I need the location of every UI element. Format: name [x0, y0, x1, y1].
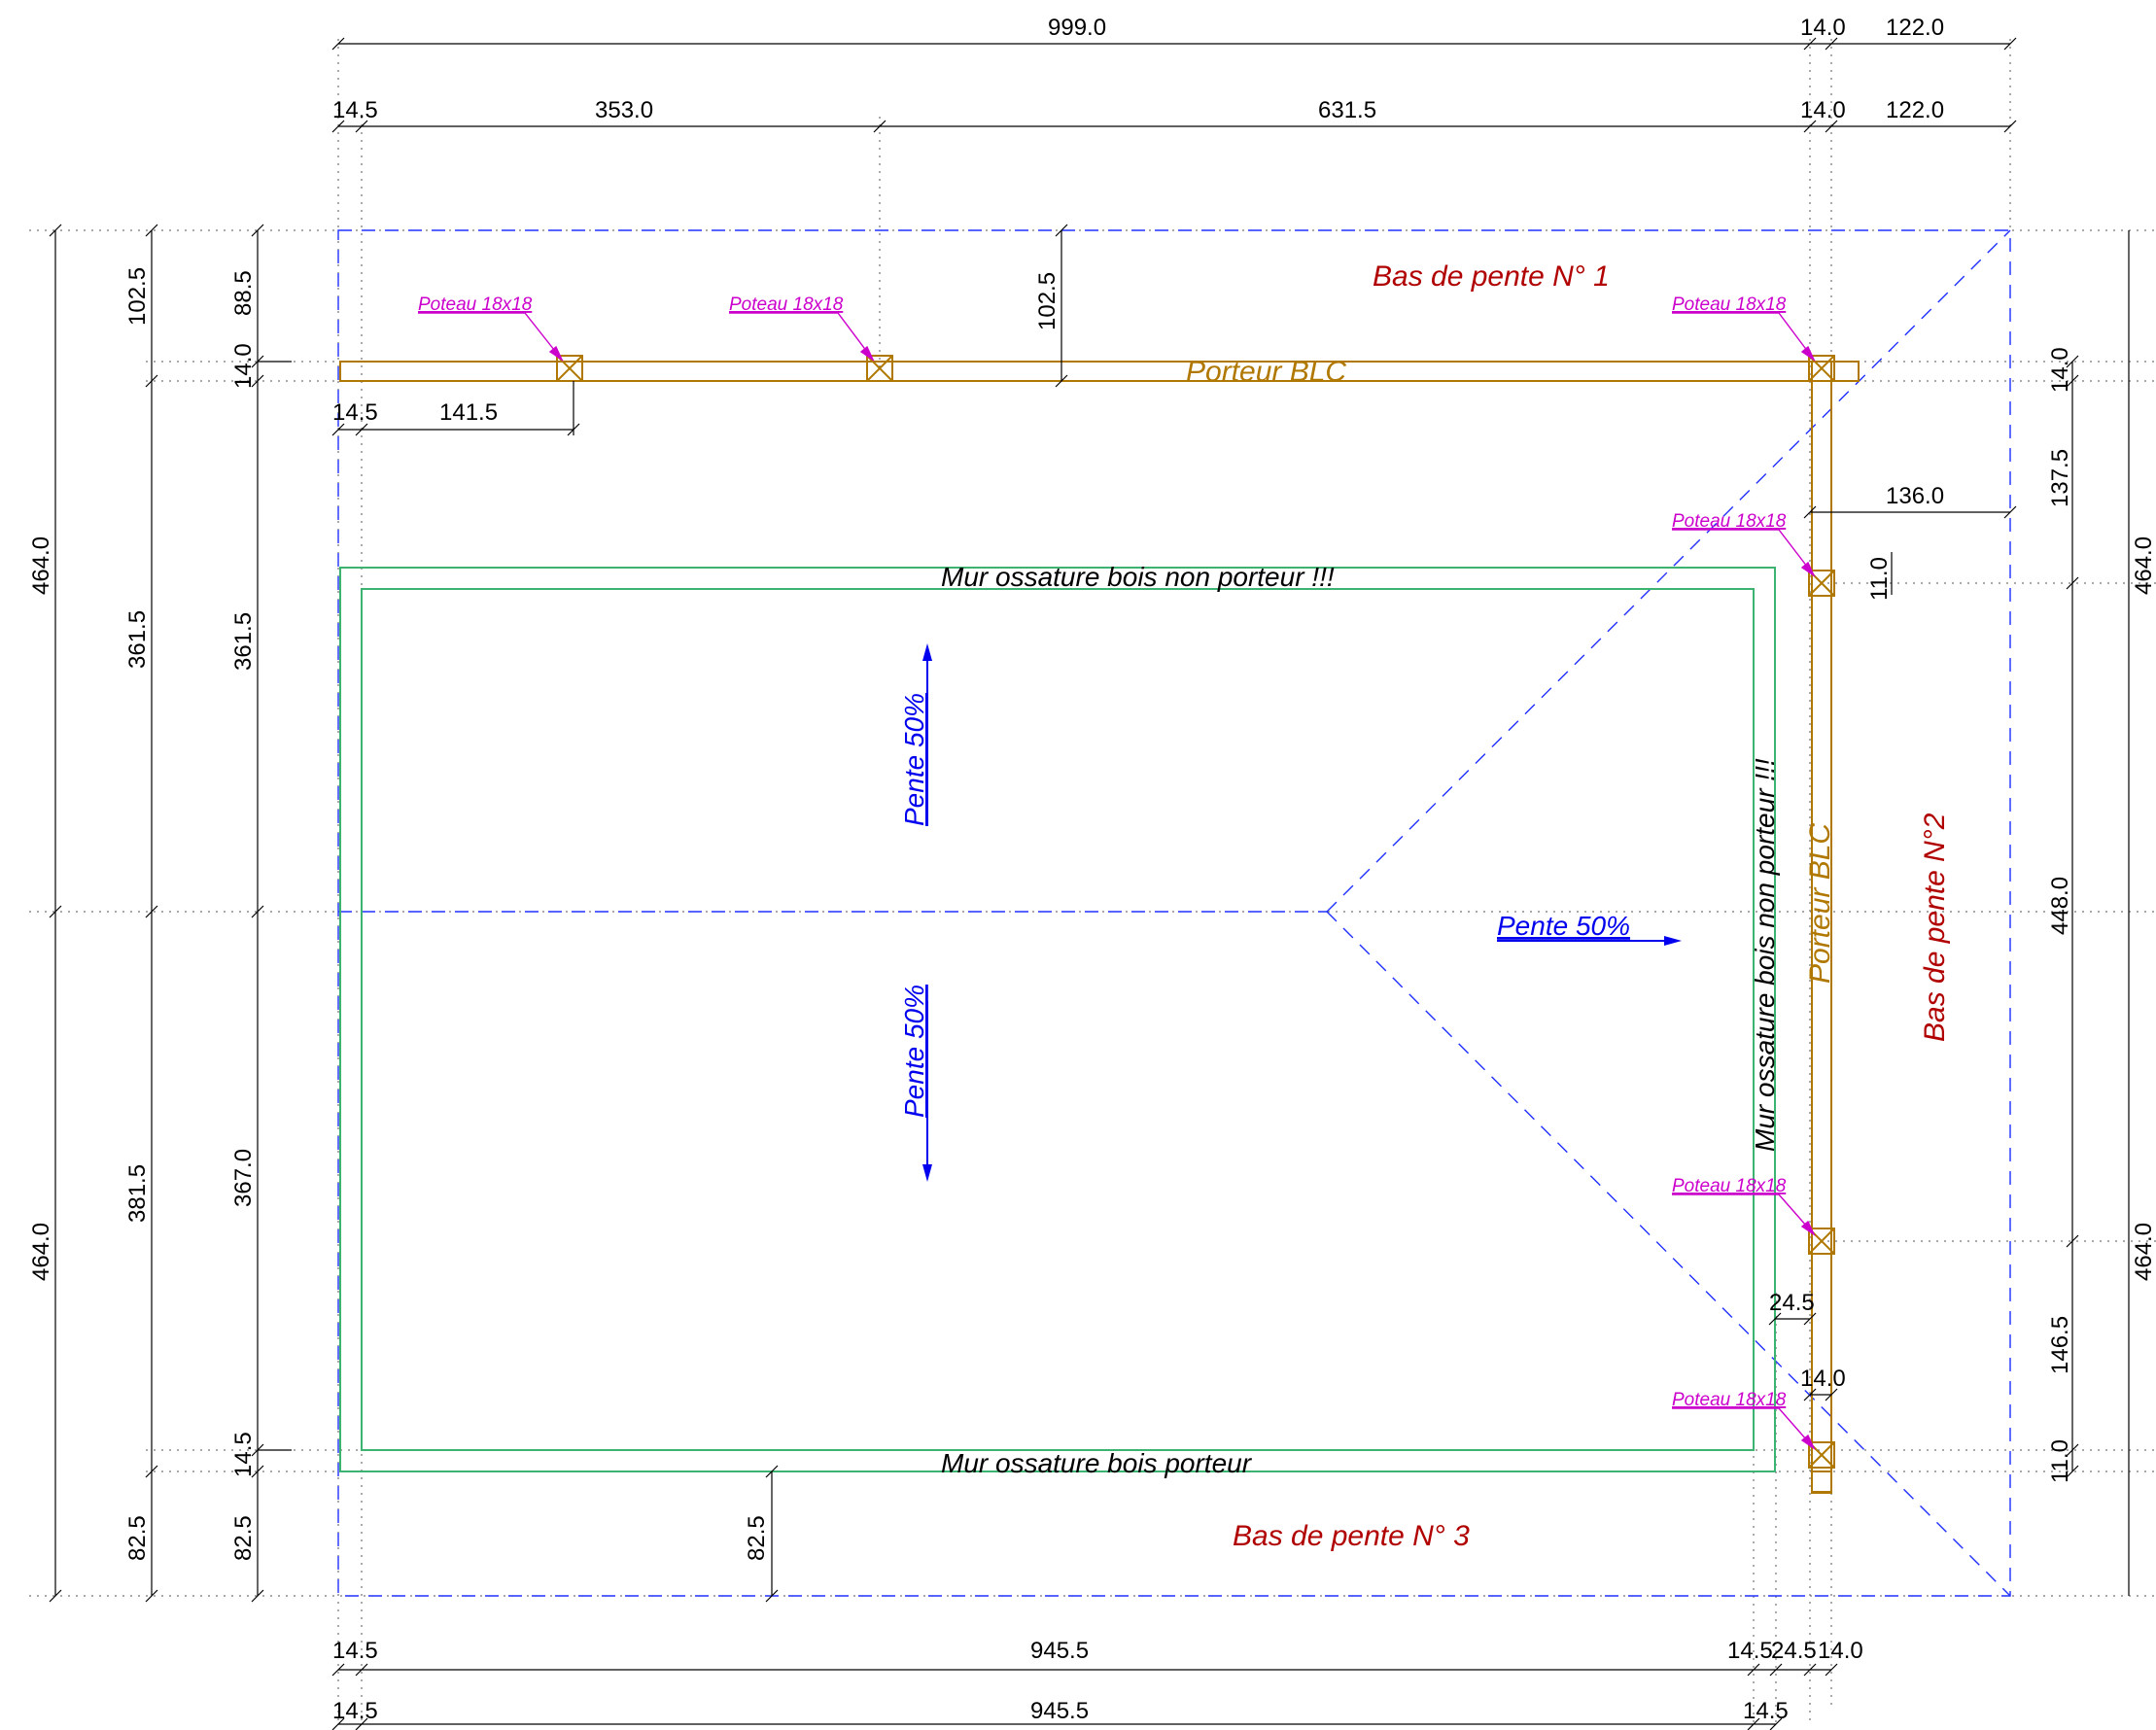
dim-label: 102.5: [124, 267, 151, 326]
dim-label: 88.5: [230, 270, 257, 316]
dim-label: 82.5: [230, 1515, 257, 1561]
dim-label: 448.0: [2047, 877, 2073, 935]
dim-label: 361.5: [230, 612, 257, 671]
dim-label: 367.0: [230, 1149, 257, 1207]
dim-label: 14.0: [1818, 1638, 1863, 1664]
dim-label: 82.5: [124, 1515, 151, 1561]
dim-label: 14.5: [1727, 1638, 1773, 1664]
dim-label: 361.5: [124, 610, 151, 669]
dim-label: 122.0: [1886, 15, 1944, 41]
dim-label: 24.5: [1769, 1290, 1815, 1316]
mur-non-porteur-label-right: Mur ossature bois non porteur !!!: [1750, 758, 1780, 1152]
slope-arrow-down: [922, 1001, 932, 1182]
dim-label: 14.5: [332, 399, 378, 426]
dim-label: 24.5: [1771, 1638, 1817, 1664]
arrow-down-icon: [922, 1164, 932, 1182]
dim-label: 14.5: [332, 97, 378, 123]
post-labels: Poteau 18x18 Poteau 18x18 Poteau 18x18 P…: [418, 294, 1816, 1450]
slope-label-south: Pente 50%: [899, 985, 929, 1118]
porteur-blc-beams: [339, 361, 1860, 1494]
dim-label: 999.0: [1048, 15, 1106, 41]
mur-non-porteur-label-top: Mur ossature bois non porteur !!!: [941, 562, 1335, 592]
slope-arrows: Pente 50% Pente 50% Pente 50%: [899, 643, 1682, 1182]
dim-label: 14.5: [332, 1638, 378, 1664]
arrow-up-icon: [922, 643, 932, 661]
post-2: [866, 355, 893, 382]
mur-porteur-label: Mur ossature bois porteur: [941, 1448, 1253, 1478]
dim-bottom-row2: 14.5 945.5 14.5: [331, 1698, 1789, 1730]
dim-label: 14.5: [332, 1698, 378, 1724]
dim-right-local: 136.0 11.0 24.5 14.0: [1768, 483, 2017, 1401]
porteur-blc-label-top: Porteur BLC: [1186, 356, 1346, 388]
post-label: Poteau 18x18: [1672, 511, 1787, 532]
bas-de-pente-1-label: Bas de pente N° 1: [1373, 260, 1610, 293]
roof-outline: [337, 229, 2011, 1597]
post-label: Poteau 18x18: [1672, 1176, 1787, 1196]
walls: [339, 567, 1776, 1472]
arrow-right-icon: [1664, 936, 1682, 946]
dim-label: 14.0: [230, 343, 257, 389]
dim-label: 14.5: [230, 1432, 257, 1477]
bas-de-pente-3-label: Bas de pente N° 3: [1233, 1520, 1470, 1552]
dim-label: 464.0: [28, 1223, 54, 1281]
dim-label: 137.5: [2047, 449, 2073, 507]
slope-arrow-right: [1497, 936, 1682, 946]
dim-inner-bottom: 82.5: [744, 1465, 779, 1603]
post-label: Poteau 18x18: [729, 294, 844, 315]
dim-label: 136.0: [1886, 483, 1944, 509]
drawing-labels: Bas de pente N° 1 Bas de pente N° 3 Bas …: [941, 260, 1951, 1552]
dim-label: 14.5: [1743, 1698, 1789, 1724]
dim-label: 102.5: [1034, 272, 1061, 330]
dim-bottom-row1: 14.5 945.5 14.5 24.5 14.0: [331, 1638, 1863, 1677]
dim-left-inner: 88.5 14.0 361.5 367.0 14.5 82.5: [230, 224, 292, 1603]
dim-top-row1: 999.0 14.0 122.0: [331, 15, 2017, 51]
slope-arrow-up: [922, 643, 932, 826]
dim-left-mid: 102.5 361.5 381.5 82.5: [124, 224, 158, 1603]
dim-label: 14.0: [1800, 97, 1846, 123]
dim-label: 464.0: [2131, 536, 2156, 595]
dim-left-outer: 464.0 464.0: [28, 224, 62, 1603]
dim-right-mid: 14.0 137.5 448.0 146.5 11.0: [2047, 347, 2079, 1483]
dim-label: 14.0: [2047, 347, 2073, 393]
slope-label-east: Pente 50%: [1497, 911, 1630, 941]
dim-label: 945.5: [1030, 1698, 1089, 1724]
dim-label: 631.5: [1318, 97, 1376, 123]
dim-label: 381.5: [124, 1164, 151, 1223]
dim-label: 945.5: [1030, 1638, 1089, 1664]
dim-top-row2: 14.5 353.0 631.5 14.0 122.0: [331, 97, 2017, 133]
dim-top-local: 14.5 141.5 102.5: [331, 224, 1068, 436]
dim-label: 141.5: [439, 399, 498, 426]
dim-label: 14.0: [1800, 15, 1846, 41]
bas-de-pente-2-label: Bas de pente N°2: [1919, 813, 1951, 1042]
dim-label: 464.0: [28, 536, 54, 595]
slope-label-north: Pente 50%: [899, 693, 929, 826]
post-label: Poteau 18x18: [1672, 1390, 1787, 1410]
post-label: Poteau 18x18: [418, 294, 533, 315]
dim-label: 464.0: [2131, 1223, 2156, 1281]
dim-label: 11.0: [1866, 557, 1893, 601]
dim-label: 82.5: [744, 1515, 770, 1561]
dim-label: 353.0: [595, 97, 653, 123]
dim-right-outer: 464.0 464.0: [2128, 230, 2156, 1596]
post-label: Poteau 18x18: [1672, 294, 1787, 315]
dim-label: 146.5: [2047, 1316, 2073, 1374]
dim-label: 11.0: [2047, 1439, 2073, 1483]
dim-label: 122.0: [1886, 97, 1944, 123]
porteur-blc-label-right: Porteur BLC: [1804, 823, 1836, 984]
dim-label: 14.0: [1800, 1366, 1846, 1392]
